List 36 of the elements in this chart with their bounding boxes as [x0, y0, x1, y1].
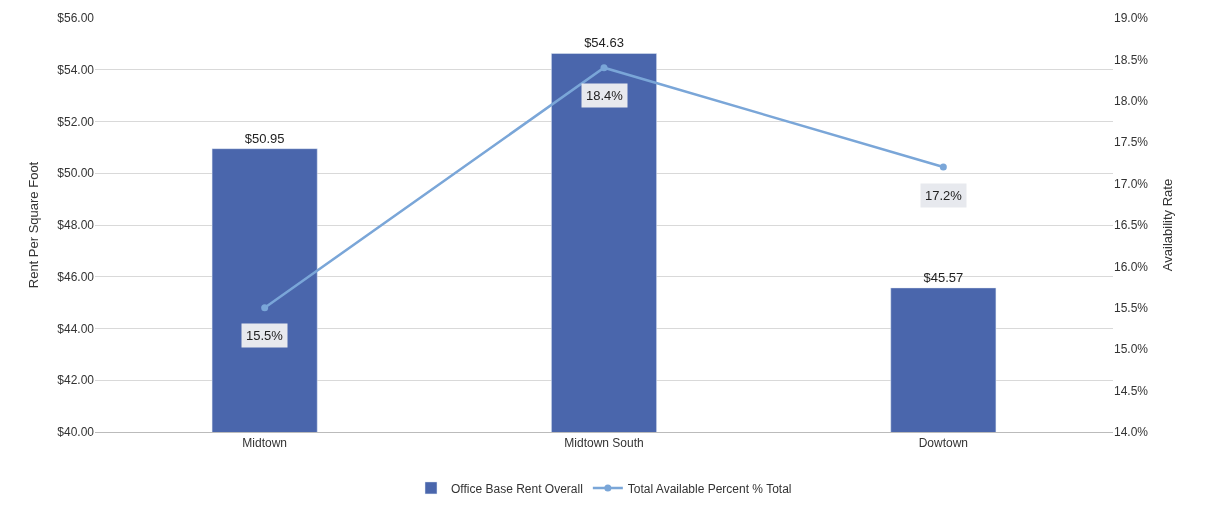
- y2-tick-label: 14.5%: [1114, 383, 1149, 398]
- data-label: 18.4%: [586, 88, 624, 103]
- y2-tick-label: 18.0%: [1114, 94, 1149, 108]
- x-tick-label: Midtown: [242, 436, 288, 451]
- y2-tick-label: 16.5%: [1114, 218, 1149, 233]
- y2-tick-label: 15.0%: [1114, 342, 1149, 357]
- y-tick-label: $54.00: [57, 62, 95, 77]
- y2-tick-label: 19.0%: [1114, 11, 1149, 26]
- point: [939, 163, 947, 171]
- y2-tick-label: 18.5%: [1114, 52, 1149, 67]
- legend-label: Total Available Percent % Total: [627, 481, 792, 496]
- y2-tick-label: 17.5%: [1114, 135, 1149, 150]
- point: [261, 304, 269, 312]
- data-label: $50.95: [244, 130, 285, 146]
- y-tick-label: $50.00: [57, 166, 95, 181]
- data-label: $54.63: [584, 35, 624, 51]
- y-tick-label: $46.00: [57, 269, 95, 284]
- y-axis-title: Rent Per Square Foot: [26, 161, 42, 289]
- data-label: 17.2%: [925, 188, 963, 203]
- y-tick-label: $52.00: [57, 114, 95, 129]
- data-label: 15.5%: [246, 328, 284, 343]
- x-tick-label: Dowtown: [918, 436, 969, 451]
- y2-tick-label: 17.0%: [1114, 176, 1149, 191]
- x-tick-label: Midtown South: [564, 436, 644, 451]
- data-label: $45.57: [923, 269, 964, 285]
- y-tick-label: $48.00: [57, 218, 95, 233]
- y2-tick-label: 16.0%: [1114, 259, 1149, 274]
- y-tick-label: $42.00: [57, 373, 95, 388]
- y2-axis-title: Availability Rate: [1159, 178, 1175, 272]
- point: [600, 64, 608, 72]
- y2-tick-label: 15.5%: [1114, 301, 1149, 315]
- legend-label: Office Base Rent Overall: [451, 481, 583, 496]
- y-tick-label: $40.00: [57, 425, 95, 440]
- y2-tick-label: 14.0%: [1114, 425, 1149, 440]
- y-tick-label: $44.00: [57, 321, 95, 336]
- y-tick-label: $56.00: [57, 11, 95, 26]
